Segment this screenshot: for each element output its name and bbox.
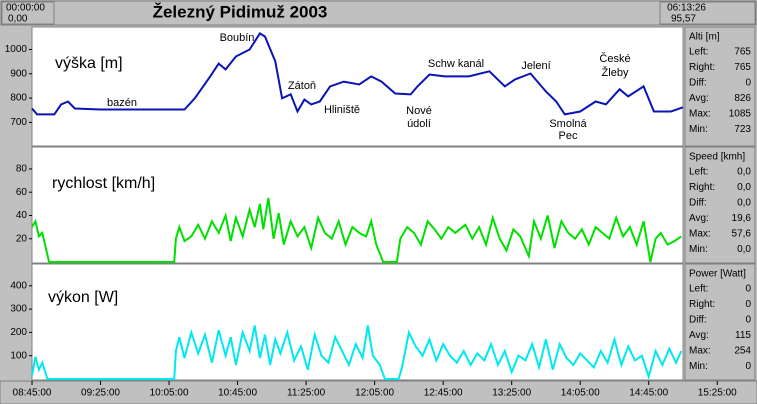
stats-value: 57,6 bbox=[732, 229, 752, 240]
annotation: Jelení bbox=[521, 60, 550, 72]
y-tick-label: 400 bbox=[10, 280, 27, 291]
annotation: Hliniště bbox=[324, 104, 360, 116]
stats-value: 0 bbox=[745, 361, 751, 372]
x-tick-label: 10:05:00 bbox=[150, 388, 189, 399]
annotation: Boubín bbox=[220, 32, 255, 44]
annotation: České bbox=[599, 52, 630, 65]
stats-label: Left: bbox=[689, 284, 708, 295]
stats-panel bbox=[684, 146, 756, 264]
y-tick-label: 300 bbox=[10, 304, 27, 315]
y-tick-label: 40 bbox=[16, 210, 28, 221]
stats-header: Speed [kmh] bbox=[689, 152, 745, 163]
y-tick-label: 800 bbox=[10, 93, 27, 104]
right-value: 95,57 bbox=[671, 14, 696, 25]
stats-label: Max: bbox=[689, 109, 711, 120]
stats-value: 723 bbox=[734, 124, 751, 135]
x-tick-label: 09:25:00 bbox=[81, 388, 120, 399]
y-tick-label: 200 bbox=[10, 327, 27, 338]
stats-value: 0 bbox=[745, 299, 751, 310]
stats-value: 765 bbox=[734, 62, 751, 73]
stats-value: 0,0 bbox=[737, 167, 751, 178]
right-time: 06:13:26 bbox=[667, 3, 706, 14]
stats-label: Avg: bbox=[689, 330, 709, 341]
panel-title: rychlost [km/h] bbox=[52, 175, 155, 192]
stats-value: 0,0 bbox=[737, 244, 751, 255]
x-tick-label: 15:25:00 bbox=[698, 388, 737, 399]
y-tick-label: 80 bbox=[16, 164, 28, 175]
y-tick-label: 20 bbox=[16, 233, 28, 244]
stats-value: 19,6 bbox=[732, 213, 752, 224]
x-tick-label: 12:05:00 bbox=[355, 388, 394, 399]
stats-label: Max: bbox=[689, 346, 711, 357]
stats-value: 0,0 bbox=[737, 182, 751, 193]
stats-label: Min: bbox=[689, 244, 708, 255]
stats-value: 1085 bbox=[729, 109, 752, 120]
annotation: údolí bbox=[407, 118, 431, 130]
stats-panel bbox=[684, 263, 756, 381]
plot-area bbox=[31, 146, 684, 264]
data-line bbox=[31, 197, 682, 263]
x-tick-label: 08:45:00 bbox=[13, 388, 52, 399]
stats-label: Min: bbox=[689, 124, 708, 135]
stats-label: Max: bbox=[689, 229, 711, 240]
x-tick-label: 10:45:00 bbox=[218, 388, 257, 399]
stats-value: 0,0 bbox=[737, 198, 751, 209]
left-counter bbox=[1, 1, 55, 25]
time-axis-bar bbox=[0, 380, 757, 404]
plot-area bbox=[31, 263, 684, 381]
annotation: Zátoň bbox=[288, 80, 316, 92]
annotation: bazén bbox=[107, 97, 137, 109]
y-tick-label: 900 bbox=[10, 68, 27, 79]
annotation: Schw kanál bbox=[428, 58, 484, 70]
left-value: 0,00 bbox=[8, 14, 28, 25]
x-tick-label: 11:25:00 bbox=[287, 388, 326, 399]
stats-label: Avg: bbox=[689, 93, 709, 104]
stats-value: 826 bbox=[734, 93, 751, 104]
annotation: Žleby bbox=[602, 66, 629, 79]
annotation: Smolná bbox=[549, 118, 587, 130]
x-tick-label: 12:45:00 bbox=[424, 388, 463, 399]
panel-title: výška [m] bbox=[55, 55, 123, 72]
stats-panel bbox=[684, 26, 756, 147]
data-line bbox=[31, 325, 683, 381]
left-time: 00:00:00 bbox=[6, 3, 45, 14]
top-bar bbox=[0, 0, 757, 26]
data-line bbox=[31, 32, 684, 116]
stats-value: 115 bbox=[735, 330, 751, 341]
x-tick-label: 14:05:00 bbox=[561, 388, 600, 399]
stats-label: Min: bbox=[689, 361, 708, 372]
stats-label: Left: bbox=[689, 167, 708, 178]
panel-title: výkon [W] bbox=[48, 289, 118, 306]
stats-value: 0 bbox=[745, 78, 751, 89]
stats-label: Avg: bbox=[689, 213, 709, 224]
stats-value: 0 bbox=[745, 315, 751, 326]
y-tick-label: 700 bbox=[10, 117, 27, 128]
stats-label: Diff: bbox=[689, 315, 707, 326]
title: Železný Pidimuž 2003 bbox=[153, 2, 328, 21]
stats-label: Right: bbox=[689, 182, 715, 193]
stats-header: Power [Watt] bbox=[689, 269, 746, 280]
plot-area bbox=[31, 26, 684, 147]
x-tick-label: 13:25:00 bbox=[492, 388, 531, 399]
stats-value: 765 bbox=[734, 47, 751, 58]
x-tick-label: 14:45:00 bbox=[629, 388, 668, 399]
annotation: Pec bbox=[559, 130, 578, 142]
stats-label: Diff: bbox=[689, 198, 707, 209]
stats-header: Alti [m] bbox=[689, 32, 720, 43]
right-counter bbox=[659, 1, 756, 25]
stats-label: Left: bbox=[689, 47, 708, 58]
stats-label: Right: bbox=[689, 62, 715, 73]
stats-label: Right: bbox=[689, 299, 715, 310]
stats-value: 254 bbox=[734, 346, 751, 357]
stats-value: 0 bbox=[745, 284, 751, 295]
stats-label: Diff: bbox=[689, 78, 707, 89]
y-tick-label: 1000 bbox=[5, 44, 28, 55]
y-tick-label: 60 bbox=[16, 187, 28, 198]
annotation: Nové bbox=[406, 105, 432, 117]
y-tick-label: 100 bbox=[10, 350, 27, 361]
